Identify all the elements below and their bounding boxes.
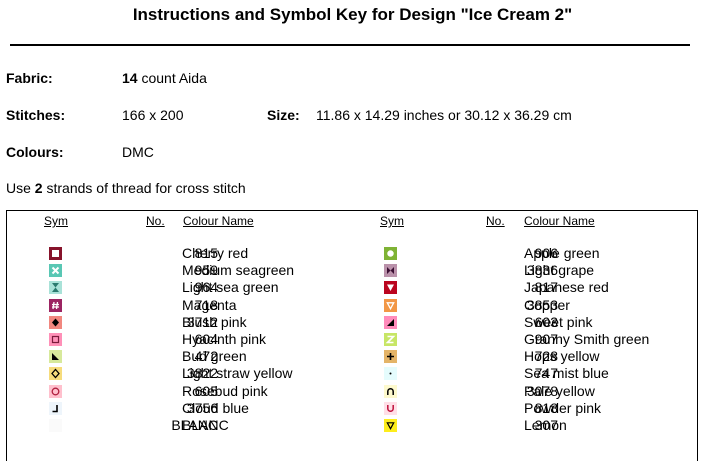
- left-row-number: 605: [194, 382, 218, 399]
- left-row-colour-name: Hyacinth pink: [182, 331, 267, 347]
- title-divider: [10, 44, 690, 46]
- header-name-right: Colour Name: [524, 214, 595, 228]
- right-row-colour-name: Copper: [524, 296, 570, 313]
- right-row-colour-name: Sea mist blue: [524, 365, 609, 382]
- left-row-colour-name: Light sea green: [182, 279, 279, 296]
- hourglass-icon: [49, 281, 62, 295]
- triangle-corner-icon: [384, 315, 397, 329]
- right-row-colour-name: Granny Smith green: [524, 331, 650, 347]
- right-row-number: 3836: [526, 262, 558, 279]
- triangle-down-outline-icon: [384, 298, 397, 312]
- fabric-count: 14: [122, 70, 138, 86]
- left-row-colour-name: Cherry red: [182, 245, 249, 261]
- left-row-colour-name: Medium seagreen: [182, 262, 295, 279]
- page-title: Instructions and Symbol Key for Design "…: [132, 5, 573, 24]
- right-row-number: 728: [534, 348, 558, 365]
- left-row-number: 3712: [186, 313, 218, 330]
- right-row-number: 906: [534, 245, 558, 261]
- left-row-number: 718: [194, 296, 218, 313]
- right-row-colour-name: Light grape: [524, 262, 595, 279]
- symbol-key-table: [6, 210, 698, 461]
- right-row-number: 3853: [526, 296, 558, 313]
- blank-icon: [49, 419, 62, 432]
- colours-label: Colours:: [6, 144, 64, 160]
- left-row-number: BLANC: [171, 417, 218, 433]
- bowtie-icon: [384, 264, 397, 278]
- strands-note: Use 2 strands of thread for cross stitch: [6, 180, 246, 196]
- left-row-colour-name: Light straw yellow: [182, 365, 293, 382]
- x-icon: [49, 264, 62, 278]
- stitches-label: Stitches:: [6, 107, 66, 123]
- diamond-outline-icon: [49, 367, 62, 381]
- note-prefix: Use: [6, 180, 35, 196]
- right-row-number: 307: [534, 417, 558, 433]
- circle-icon: [384, 247, 397, 260]
- right-row-number: 817: [534, 279, 558, 296]
- right-row-number: 603: [534, 313, 558, 330]
- left-row-colour-name: BLANC: [182, 417, 229, 433]
- note-strands: 2: [34, 180, 43, 196]
- cup-icon: [384, 401, 397, 415]
- arch-icon: [384, 384, 397, 398]
- left-row-number: 815: [194, 245, 218, 261]
- fabric-value: 14 count Aida: [122, 70, 207, 86]
- right-row-colour-name: Powder pink: [524, 399, 602, 416]
- v-triangle-icon: [384, 419, 397, 432]
- z-icon: [384, 333, 397, 346]
- left-row-number: 964: [194, 279, 218, 296]
- hash-icon: [49, 298, 62, 312]
- header-name-left: Colour Name: [183, 214, 254, 228]
- header-no-left: No.: [146, 214, 165, 228]
- left-row-colour-name: Blush pink: [182, 313, 247, 330]
- plus-icon: [384, 350, 397, 364]
- header-no-right: No.: [486, 214, 505, 228]
- right-row-number: 907: [534, 331, 558, 347]
- circle-outline-icon: [49, 384, 62, 398]
- right-row-colour-name: Pale yellow: [524, 382, 595, 399]
- right-row-colour-name: Hops yellow: [524, 348, 600, 365]
- colours-value: DMC: [122, 144, 154, 160]
- size-value: 11.86 x 14.29 inches or 30.12 x 36.29 cm: [316, 107, 572, 123]
- diamond-icon: [49, 315, 62, 329]
- square-inner-icon: [49, 333, 62, 346]
- right-row-number: 747: [534, 365, 558, 382]
- header-sym-right: Sym: [380, 214, 404, 228]
- stitches-value: 166 x 200: [122, 107, 184, 123]
- left-row-colour-name: Rosebud pink: [182, 382, 268, 399]
- square-outline-icon: [49, 247, 62, 260]
- right-row-colour-name: Apple green: [524, 245, 600, 261]
- fabric-label: Fabric:: [6, 70, 53, 86]
- corner-icon: [49, 401, 62, 415]
- right-row-number: 818: [534, 399, 558, 416]
- left-row-number: 604: [194, 331, 218, 347]
- left-row-number: 3756: [186, 399, 218, 416]
- left-row-number: 472: [194, 348, 218, 365]
- triangle-icon: [49, 350, 62, 364]
- size-label: Size:: [267, 107, 300, 123]
- right-row-colour-name: Japanese red: [524, 279, 609, 296]
- left-row-colour-name: Magenta: [182, 296, 237, 313]
- left-row-colour-name: Cloud blue: [182, 399, 249, 416]
- header-sym-left: Sym: [44, 214, 68, 228]
- right-row-colour-name: Lemon: [524, 417, 567, 433]
- right-row-number: 3078: [526, 382, 558, 399]
- fabric-type: count Aida: [137, 70, 207, 86]
- left-row-number: 3822: [186, 365, 218, 382]
- left-row-number: 959: [194, 262, 218, 279]
- right-row-colour-name: Sweet pink: [524, 313, 593, 330]
- dot-icon: [384, 367, 397, 381]
- left-row-colour-name: Bud green: [182, 348, 247, 365]
- triangle-down-icon: [384, 281, 397, 295]
- note-suffix: strands of thread for cross stitch: [42, 180, 246, 196]
